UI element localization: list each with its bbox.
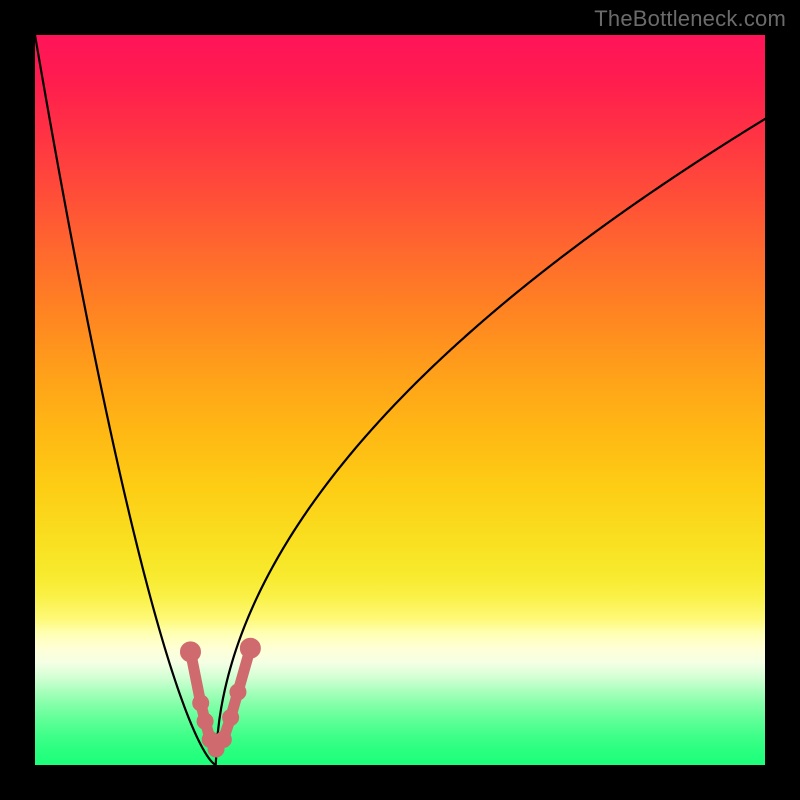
curve-marker-dot (241, 639, 259, 657)
watermark-text: TheBottleneck.com (594, 6, 786, 32)
chart-svg (35, 35, 765, 765)
chart-plot-area (35, 35, 765, 765)
curve-marker-dot (198, 714, 212, 728)
curve-marker-dot (216, 732, 230, 746)
curve-marker-dot (194, 696, 208, 710)
curve-marker-dot (181, 643, 199, 661)
curve-marker-dot (224, 711, 238, 725)
curve-marker-dot (231, 685, 245, 699)
